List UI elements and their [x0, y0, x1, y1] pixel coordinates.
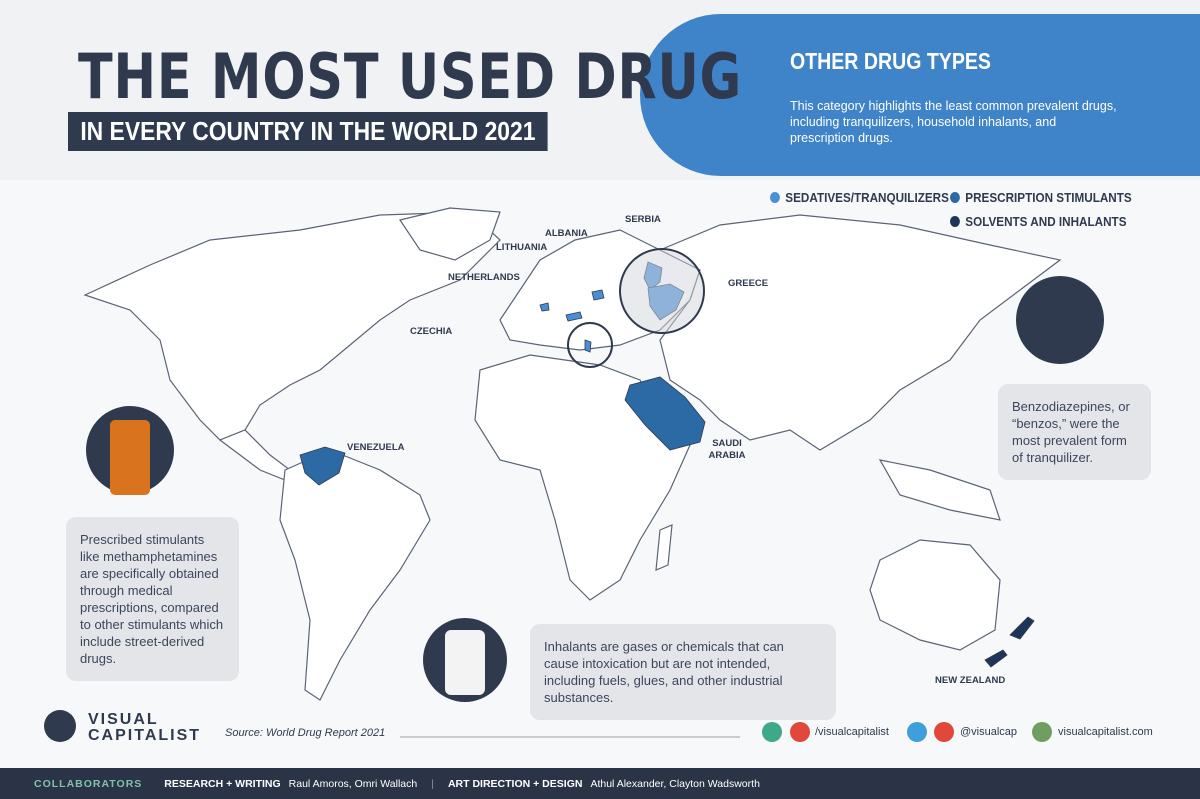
subtitle: IN EVERY COUNTRY IN THE WORLD 2021 — [68, 112, 548, 151]
europe-zoom — [619, 248, 705, 334]
balkans-zoom — [567, 322, 613, 368]
country-shape — [624, 376, 706, 451]
separator: | — [431, 777, 434, 790]
country-shape — [299, 446, 346, 486]
twitter-icon[interactable] — [907, 722, 927, 742]
logo-text: VISUAL CAPITALIST — [88, 711, 202, 744]
glue-bottle — [445, 630, 485, 695]
pill-bottle — [110, 420, 150, 495]
country-label: SAUDI ARABIA — [708, 438, 746, 461]
social-youtube[interactable]: /visualcapitalist — [815, 726, 889, 738]
north-america — [83, 211, 501, 441]
africa — [474, 354, 691, 601]
info-panel — [640, 14, 1200, 176]
research-names: Raul Amoros, Omri Wallach — [288, 777, 418, 790]
legend-swatch — [770, 192, 780, 203]
legend-item: SEDATIVES/TRANQUILIZERS — [770, 190, 949, 205]
country-shape — [539, 302, 550, 312]
youtube-icon[interactable] — [790, 722, 810, 742]
legend-swatch — [950, 216, 960, 227]
panel-text: This category highlights the least commo… — [790, 99, 1117, 145]
legend-swatch — [950, 192, 960, 203]
country-shape — [591, 289, 605, 301]
source: Source: World Drug Report 2021 — [225, 727, 386, 739]
website-icon[interactable] — [1032, 722, 1052, 742]
asia — [658, 214, 1062, 451]
country-label: LITHUANIA — [496, 242, 548, 253]
greenland — [399, 207, 501, 261]
country-label: ALBANIA — [545, 228, 588, 239]
social-twitter[interactable]: @visualcap — [960, 726, 1018, 738]
legend-item: SOLVENTS AND INHALANTS — [950, 214, 1127, 229]
stimulants-note: Prescribed stimulants like methamphetami… — [66, 517, 239, 681]
inhalants-note: Inhalants are gases or chemicals that ca… — [530, 624, 836, 720]
footer: COLLABORATORS RESEARCH + WRITING Raul Am… — [0, 768, 1200, 799]
research-title: RESEARCH + WRITING — [164, 777, 281, 790]
logo-mark — [44, 710, 76, 742]
legend-label: SOLVENTS AND INHALANTS — [965, 214, 1127, 229]
legend-label: PRESCRIPTION STIMULANTS — [965, 190, 1132, 205]
facebook-icon[interactable] — [762, 722, 782, 742]
country-shape — [984, 616, 1035, 668]
country-label: SERBIA — [625, 214, 661, 225]
panel-heading: OTHER DRUG TYPES — [790, 48, 991, 74]
footer-label: COLLABORATORS — [34, 777, 143, 790]
benzos-note: Benzodiazepines, or “benzos,” were the m… — [998, 384, 1151, 480]
design-title: ART DIRECTION + DESIGN — [447, 777, 583, 790]
legend-label: SEDATIVES/TRANQUILIZERS — [785, 190, 949, 205]
country-label: NEW ZEALAND — [935, 675, 1006, 686]
social-website[interactable]: visualcapitalist.com — [1058, 726, 1153, 738]
southeast-asia — [878, 459, 1001, 521]
country-shape — [584, 339, 592, 353]
madagascar — [655, 524, 673, 571]
design-names: Athul Alexander, Clayton Wadsworth — [590, 777, 760, 790]
country-shape — [565, 311, 583, 322]
country-label: GREECE — [728, 278, 769, 289]
country-label: VENEZUELA — [347, 442, 405, 453]
country-label: NETHERLANDS — [448, 272, 520, 283]
benzos-icon — [1016, 276, 1104, 364]
legend-item: PRESCRIPTION STIMULANTS — [950, 190, 1132, 205]
australia — [869, 539, 1001, 651]
country-label: CZECHIA — [410, 326, 453, 337]
south-america — [279, 449, 431, 701]
title: THE MOST USED DRUG — [78, 40, 743, 113]
instagram-icon[interactable] — [934, 722, 954, 742]
